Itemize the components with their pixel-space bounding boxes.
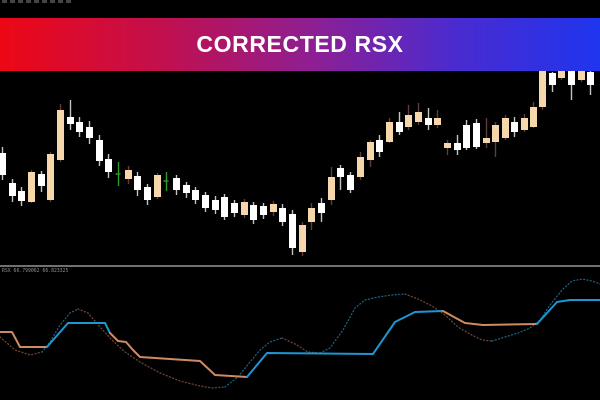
rsx-lines-layer <box>0 278 600 389</box>
banner-title: CORRECTED RSX <box>196 31 404 57</box>
indicator-value-label: RSX 66.799062 66.823325 <box>2 268 69 274</box>
candles-layer <box>0 70 594 256</box>
promo-banner: CORRECTED RSX <box>0 18 600 71</box>
pane-separator[interactable] <box>0 265 600 267</box>
clipped-symbol-label <box>2 0 74 3</box>
